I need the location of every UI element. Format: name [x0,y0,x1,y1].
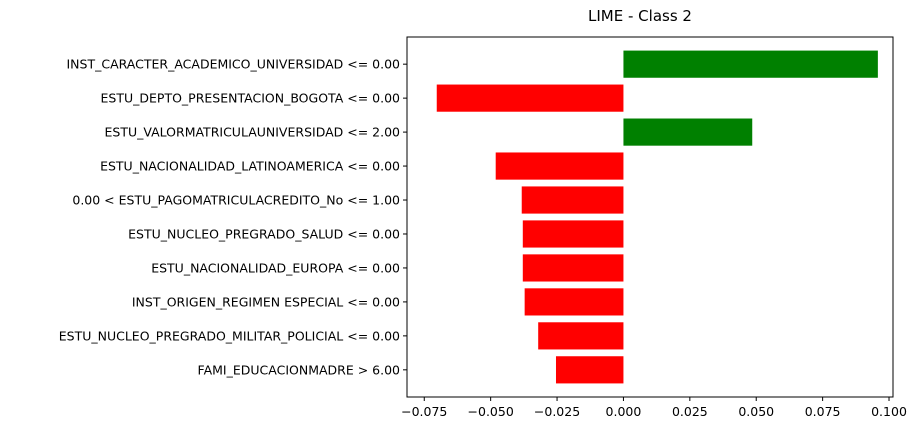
y-tick-label: INST_ORIGEN_REGIMEN ESPECIAL <= 0.00 [132,294,400,309]
y-tick-label: 0.00 < ESTU_PAGOMATRICULACREDITO_No <= 1… [72,193,400,208]
x-tick-label: 0.025 [672,404,708,419]
bar-4 [521,186,624,214]
bar-6 [522,254,624,282]
y-tick-label: ESTU_NACIONALIDAD_LATINOAMERICA <= 0.00 [100,159,400,174]
y-tick-label: ESTU_VALORMATRICULAUNIVERSIDAD <= 2.00 [104,125,400,140]
y-tick-label: FAMI_EDUCACIONMADRE > 6.00 [198,362,400,377]
y-tick-label: ESTU_NUCLEO_PREGRADO_SALUD <= 0.00 [128,226,400,241]
bar-1 [436,84,624,112]
y-axis: INST_CARACTER_ACADEMICO_UNIVERSIDAD <= 0… [59,57,407,377]
bar-3 [495,152,624,180]
y-tick-label: ESTU_DEPTO_PRESENTACION_BOGOTA <= 0.00 [101,91,401,106]
bar-9 [555,356,624,384]
plot-frame [406,36,894,398]
x-tick-label: 0.100 [871,404,907,419]
bars-group [436,50,878,384]
x-tick-label: −0.075 [401,404,447,419]
y-tick-label: ESTU_NUCLEO_PREGRADO_MILITAR_POLICIAL <=… [59,328,400,343]
y-tick-label: ESTU_NACIONALIDAD_EUROPA <= 0.00 [151,260,400,275]
bar-8 [538,322,624,350]
x-tick-label: 0.050 [738,404,774,419]
bar-5 [522,220,624,248]
chart-title: LIME - Class 2 [588,7,692,25]
bar-7 [524,288,624,316]
x-axis: −0.075 −0.050 −0.025 0.000 0.025 0.050 0.075 0.… [401,397,907,419]
x-tick-label: −0.025 [534,404,580,419]
x-tick-label: 0.000 [606,404,642,419]
bar-2 [623,118,753,146]
y-tick-label: INST_CARACTER_ACADEMICO_UNIVERSIDAD <= 0… [66,57,400,72]
x-tick-label: −0.050 [468,404,514,419]
bar-0 [623,50,878,78]
x-tick-label: 0.075 [805,404,841,419]
